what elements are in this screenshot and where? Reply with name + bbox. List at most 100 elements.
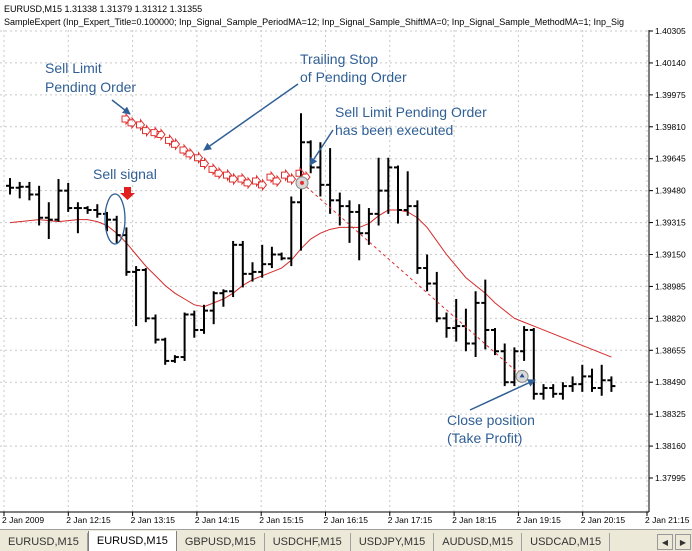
sell-signal-ellipse xyxy=(104,193,126,245)
ohlc-bar xyxy=(64,182,73,212)
time-tick-label: 2 Jan 21:15 xyxy=(645,515,690,525)
tab-eurusd-m15-a[interactable]: EURUSD,M15 xyxy=(0,533,88,551)
tab-gbpusd-m15[interactable]: GBPUSD,M15 xyxy=(177,533,265,551)
ohlc-bar xyxy=(529,328,538,400)
pending-order-arrow-icon xyxy=(272,174,282,188)
time-tick-label: 2 Jan 15:15 xyxy=(259,515,304,525)
price-tick-label: 1.38820 xyxy=(655,313,686,323)
price-tick-label: 1.39315 xyxy=(655,218,686,228)
tab-eurusd-m15-active[interactable]: EURUSD,M15 xyxy=(87,531,177,551)
symbol-tab-bar: EURUSD,M15 EURUSD,M15 GBPUSD,M15 USDCHF,… xyxy=(0,529,692,551)
entry-dot xyxy=(300,180,304,185)
ohlc-bar xyxy=(73,202,82,234)
time-axis: 2 Jan 2009 2 Jan 12:15 2 Jan 13:15 2 Jan 14… xyxy=(2,512,690,525)
annotation-arrow-close xyxy=(469,379,536,411)
ohlc-bar xyxy=(364,208,373,245)
ohlc-bar xyxy=(258,244,267,278)
pending-order-arrow-icon xyxy=(156,128,166,141)
ohlc-bar xyxy=(93,204,102,218)
ohlc-bar xyxy=(316,142,325,197)
annotation-arrow-executed xyxy=(309,129,334,166)
pending-order-arrow-icon xyxy=(142,124,152,138)
ohlc-bar xyxy=(384,157,393,214)
price-tick-label: 1.39150 xyxy=(655,250,686,260)
plot-frame xyxy=(0,30,650,513)
ohlc-bar xyxy=(25,181,34,201)
ohlc-bar xyxy=(248,262,257,282)
ohlc-bar xyxy=(549,384,558,398)
ohlc-bar xyxy=(83,206,92,214)
trade-path-line xyxy=(301,182,523,377)
ohlc-bar xyxy=(355,204,364,261)
ohlc-bar xyxy=(442,312,451,338)
tab-scroll-left-icon[interactable]: ◀ xyxy=(657,534,673,550)
ohlc-bar xyxy=(141,268,150,323)
ohlc-bar xyxy=(403,171,412,216)
time-tick-label: 2 Jan 12:15 xyxy=(66,515,111,525)
ohlc-bar xyxy=(229,240,238,298)
ohlc-bar xyxy=(491,328,499,356)
ohlc-bar xyxy=(588,368,596,392)
time-tick-label: 2 Jan 14:15 xyxy=(195,515,240,525)
ohlc-bar xyxy=(510,347,519,387)
chart-background xyxy=(0,0,692,529)
price-axis: 1.40305 1.40140 1.39975 1.39810 1.39645 1.394… xyxy=(649,26,686,483)
annotation-executed-line2: has been executed xyxy=(335,122,453,138)
annotation-sell-limit-line2: Pending Order xyxy=(45,79,136,95)
expert-info-header: SampleExpert (Inp_Expert_Title=0.100000;… xyxy=(4,17,624,27)
chart-symbol-header: EURUSD,M15 1.31338 1.31379 1.31312 1.313… xyxy=(4,4,202,14)
ohlc-bar xyxy=(452,299,461,342)
ohlc-bar xyxy=(413,200,422,274)
ohlc-bar xyxy=(238,240,247,288)
ohlc-bar xyxy=(568,376,577,392)
ohlc-bar xyxy=(161,337,170,365)
price-tick-label: 1.39810 xyxy=(655,122,686,132)
sell-signal-arrow-icon xyxy=(120,187,135,200)
ohlc-bar xyxy=(520,326,529,361)
ohlc-bar xyxy=(481,279,490,350)
ohlc-bar xyxy=(432,271,441,323)
tab-usdjpy-m15[interactable]: USDJPY,M15 xyxy=(351,533,435,551)
price-tick-label: 1.38985 xyxy=(655,281,686,291)
price-chart[interactable]: 1.40305 1.40140 1.39975 1.39810 1.39645 1.394… xyxy=(0,0,692,529)
annotation-arrow-sell-limit xyxy=(111,99,131,115)
ohlc-bar xyxy=(267,246,276,269)
ohlc-bar xyxy=(335,192,344,226)
price-tick-label: 1.38490 xyxy=(655,377,686,387)
ohlc-bar xyxy=(200,304,208,334)
ohlc-bar xyxy=(35,185,44,226)
ohlc-bar xyxy=(326,148,335,214)
tab-usdcad-m15[interactable]: USDCAD,M15 xyxy=(522,533,611,551)
time-tick-label: 2 Jan 16:15 xyxy=(324,515,369,525)
annotation-sell-limit-line1: Sell Limit xyxy=(45,60,102,76)
time-tick-label: 2 Jan 2009 xyxy=(2,515,44,525)
tab-scroll-right-icon[interactable]: ▶ xyxy=(675,534,691,550)
pending-order-arrow-icon xyxy=(171,137,181,151)
time-tick-label: 2 Jan 17:15 xyxy=(388,515,433,525)
price-tick-label: 1.38325 xyxy=(655,409,686,419)
pending-order-arrow-icon xyxy=(258,178,268,192)
annotation-arrow-trailing xyxy=(203,83,299,151)
time-tick-label: 2 Jan 18:15 xyxy=(452,515,497,525)
price-tick-label: 1.38655 xyxy=(655,345,686,355)
tab-audusd-m15[interactable]: AUDUSD,M15 xyxy=(434,533,523,551)
ohlc-bar xyxy=(6,178,14,195)
ohlc-bar xyxy=(607,376,616,392)
ohlc-bar xyxy=(44,202,53,240)
pending-order-arrow-icon xyxy=(200,157,210,170)
ohlc-bar xyxy=(471,291,480,358)
pending-order-arrow-icon xyxy=(214,166,224,180)
ohlc-bar xyxy=(219,289,228,307)
price-tick-label: 1.39975 xyxy=(655,90,686,100)
price-tick-label: 1.40140 xyxy=(655,58,686,68)
price-tick-label: 1.39480 xyxy=(655,186,686,196)
ohlc-bar xyxy=(374,157,383,226)
ohlc-bar xyxy=(558,382,567,400)
tab-usdchf-m15[interactable]: USDCHF,M15 xyxy=(265,533,351,551)
ohlc-bar xyxy=(539,384,548,400)
ohlc-bar xyxy=(423,254,432,292)
annotation-trailing-line2: of Pending Order xyxy=(300,69,407,85)
ohlc-bar xyxy=(578,364,587,392)
annotation-executed-line1: Sell Limit Pending Order xyxy=(335,104,487,120)
ohlc-bar xyxy=(394,165,402,224)
